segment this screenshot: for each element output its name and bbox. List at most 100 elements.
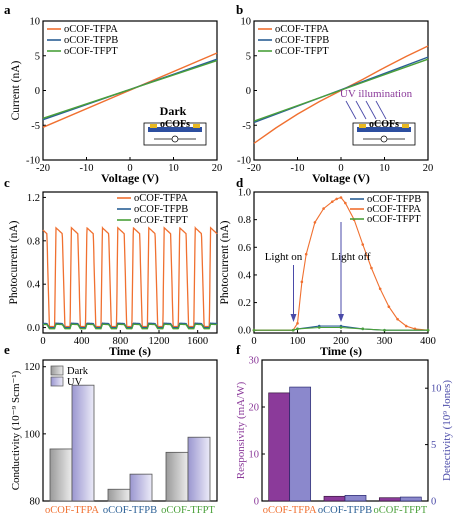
panel-letter: b: [236, 2, 243, 17]
bar-dark: [165, 451, 189, 502]
panel-letter: d: [236, 175, 244, 190]
bar-uv: [71, 384, 95, 502]
bar-detectivity: [289, 386, 312, 502]
y-tick-label: 120: [24, 362, 40, 373]
x-tick-label: 1600: [187, 336, 208, 347]
y-tick-label: -10: [26, 156, 40, 167]
light-on-label: Light on: [265, 251, 303, 263]
y-axis-label: Photocurrent (nA): [219, 220, 231, 304]
light-on-arrowhead: [290, 314, 297, 322]
x-tick-label: 300: [377, 336, 393, 347]
panel-c: 0 400 800 1200 1600 0.0 0.4 0.8 1.2 Time (s) Photo…: [4, 175, 218, 358]
data-point: [296, 327, 299, 331]
y-tick-label: 0.6: [238, 243, 251, 254]
x-tick-label: 1200: [149, 336, 170, 347]
x-tick-label: 200: [333, 336, 349, 347]
data-point: [335, 197, 338, 201]
x-tick-label: 0: [127, 163, 132, 174]
x-tick-label: 20: [212, 163, 223, 174]
x-tick-label: 0: [338, 163, 343, 174]
y-tick-label: 0.4: [238, 270, 252, 281]
y-axis-label-right: Detectivity (10⁹ Jones): [441, 380, 453, 481]
y-tick-label: 0: [35, 86, 40, 97]
x-tick-label: 20: [423, 163, 434, 174]
x-tick-label: 800: [112, 336, 128, 347]
category-label: oCOF-TFPA: [45, 505, 99, 516]
data-point: [313, 221, 317, 224]
bar-uv: [129, 473, 153, 502]
y-tick-label: 30: [249, 356, 260, 367]
data-point: [378, 287, 382, 291]
y-tick-label: 0.0: [238, 326, 251, 337]
series-line-TFPT: [253, 58, 429, 122]
data-point: [344, 201, 347, 205]
bar-detectivity: [344, 495, 367, 502]
y-tick-label: 0.2: [238, 298, 251, 309]
legend-label: oCOF-TFPB: [275, 35, 329, 46]
y-tick-label: 0.8: [27, 236, 40, 247]
y-tick-label: 5: [35, 51, 40, 62]
y-tick-label-right: 5: [431, 440, 436, 451]
bar-responsivity: [378, 497, 401, 502]
uv-label: UV illumination: [340, 88, 413, 100]
y-tick-label: 0.4: [27, 280, 41, 291]
data-point: [404, 324, 408, 328]
x-tick-label: 10: [168, 163, 179, 174]
data-point: [396, 317, 399, 321]
panel-letter: e: [4, 342, 10, 357]
data-point: [361, 243, 365, 246]
legend-label: oCOF-TFPT: [64, 46, 118, 57]
bar-detectivity: [399, 496, 422, 502]
uv-arrow: [365, 100, 377, 120]
x-tick-label: 400: [420, 336, 436, 347]
panel-d: 0 100 200 300 400 0.0 0.2 0.4 0.6 0.8 1.0 Time (s) P…: [219, 175, 436, 358]
device-electrode-right: [193, 124, 200, 128]
category-label: oCOF-TFPT: [373, 505, 427, 516]
data-point: [296, 322, 299, 325]
device-substrate: [357, 127, 411, 132]
y-tick-label-right: 0: [431, 497, 436, 508]
legend-label: oCOF-TFPB: [367, 194, 421, 205]
device-meter: [171, 135, 179, 143]
data-point: [339, 196, 343, 199]
light-off-label: Light off: [331, 251, 371, 263]
data-point: [300, 280, 304, 284]
dark-label: Dark: [160, 104, 187, 118]
legend-label: oCOF-TFPB: [64, 35, 118, 46]
series-line-TFPA: [42, 225, 218, 328]
data-point: [370, 266, 373, 270]
x-tick-label: -20: [247, 163, 261, 174]
y-tick-label: 100: [24, 429, 40, 440]
bar-dark: [107, 488, 131, 502]
y-tick-label: 10: [249, 450, 260, 461]
legend-label: oCOF-TFPA: [275, 24, 329, 35]
data-point: [304, 252, 308, 256]
panel-letter: f: [236, 342, 241, 357]
y-tick-label: 0.8: [238, 215, 251, 226]
y-tick-label: 10: [241, 17, 252, 28]
light-off-arrowhead: [338, 314, 344, 322]
legend-label: oCOF-TFPA: [64, 24, 118, 35]
bar-dark: [49, 448, 73, 502]
bar-uv: [187, 436, 211, 502]
panel-letter: a: [4, 2, 11, 17]
y-tick-label: 5: [246, 51, 251, 62]
x-axis-label: Time (s): [109, 344, 151, 358]
uv-arrow: [375, 100, 387, 120]
x-tick-label: 400: [74, 336, 90, 347]
legend-label: oCOF-TFPT: [275, 46, 329, 57]
data-point: [322, 207, 325, 210]
x-axis-label: Voltage (V): [312, 171, 370, 185]
y-tick-label: -5: [242, 121, 251, 132]
legend-swatch: [50, 365, 64, 376]
y-tick-label: 0: [254, 497, 259, 508]
y-tick-label: 1.2: [27, 193, 40, 204]
category-label: oCOF-TFPB: [318, 505, 372, 516]
uv-arrow: [345, 100, 357, 120]
data-point: [331, 200, 334, 203]
